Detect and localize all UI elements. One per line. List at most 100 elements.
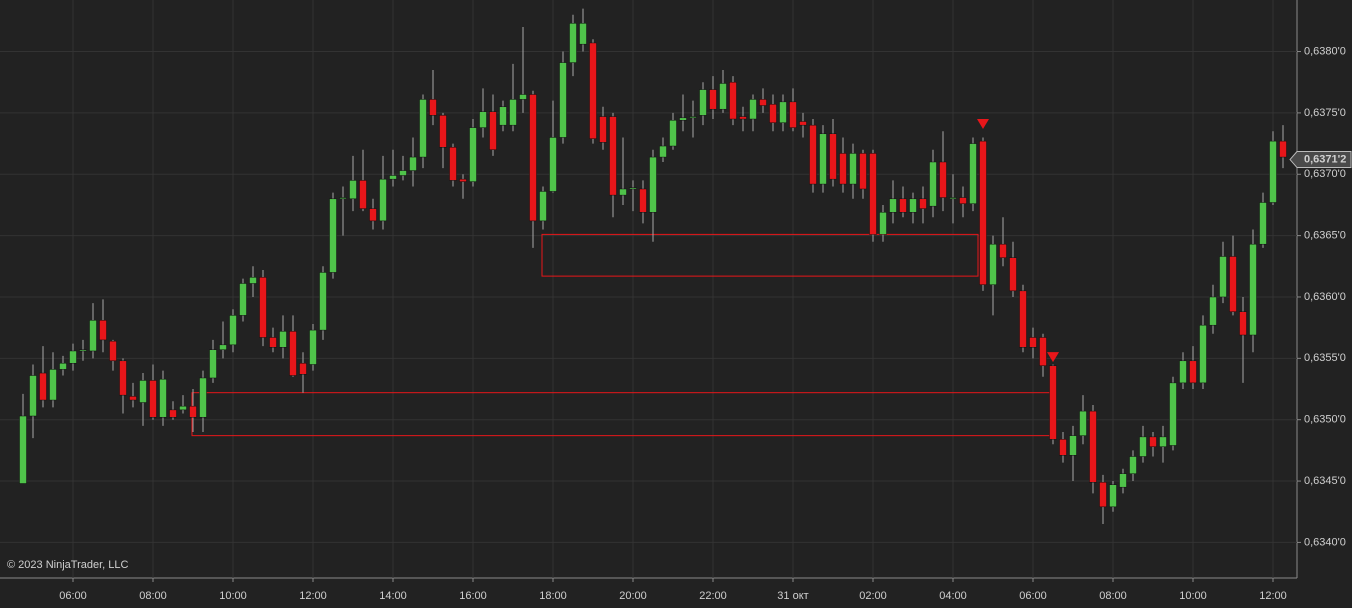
candle-body	[709, 89, 717, 110]
candle-body	[1099, 482, 1107, 508]
candle-body	[289, 331, 297, 376]
x-tick-label: 22:00	[699, 590, 727, 602]
candle-body	[169, 409, 177, 418]
candle-body	[539, 191, 547, 222]
candle-body	[1219, 256, 1227, 298]
y-tick-label: 0,6370'0	[1304, 168, 1346, 180]
candle-body	[609, 116, 617, 196]
candle-body	[579, 23, 587, 45]
candle-body	[499, 106, 507, 126]
candle-body	[589, 42, 597, 139]
y-tick-label: 0,6345'0	[1304, 475, 1346, 487]
candle-body	[689, 116, 697, 119]
candle-body	[869, 153, 877, 235]
x-tick-label: 16:00	[459, 590, 487, 602]
x-tick-label: 06:00	[1019, 590, 1047, 602]
candle-body	[959, 197, 967, 204]
candle-body	[1029, 337, 1037, 348]
candle-body	[719, 83, 727, 110]
candle-body	[199, 377, 207, 418]
candle-body	[389, 175, 397, 180]
candle-body	[509, 99, 517, 126]
y-tick-label: 0,6340'0	[1304, 536, 1346, 548]
candle-body	[549, 137, 557, 192]
x-tick-label: 12:00	[1259, 590, 1287, 602]
candle-body	[49, 369, 57, 401]
candle-body	[1169, 382, 1177, 446]
candle-body	[369, 208, 377, 222]
candle-body	[829, 133, 837, 180]
candle-body	[699, 89, 707, 116]
candle-body	[599, 116, 607, 143]
candle-body	[809, 124, 817, 185]
candle-body	[919, 198, 927, 209]
candle-body	[899, 198, 907, 213]
candle-body	[879, 212, 887, 235]
candle-body	[979, 140, 987, 285]
candle-body	[889, 198, 897, 213]
candle-body	[279, 331, 287, 348]
candle-body	[259, 277, 267, 338]
last-price-label: 0,6371'2	[1304, 153, 1346, 165]
candle-body	[439, 115, 447, 148]
zone	[541, 233, 979, 277]
candle-body	[1259, 202, 1267, 245]
candle-body	[569, 23, 577, 63]
candle-body	[1019, 290, 1027, 348]
candle-body	[429, 99, 437, 116]
candle-body	[129, 396, 137, 401]
candle-body	[39, 372, 47, 401]
watermark: © 2023 NinjaTrader, LLC	[7, 559, 128, 571]
candle-body	[639, 188, 647, 213]
candle-body	[1109, 484, 1117, 508]
candle-body	[949, 197, 957, 200]
candle-body	[149, 380, 157, 418]
candle-body	[849, 153, 857, 185]
candle-body	[1209, 296, 1217, 326]
candle-body	[779, 101, 787, 123]
x-tick-label: 18:00	[539, 590, 567, 602]
candle-body	[99, 320, 107, 341]
candle-body	[19, 415, 27, 484]
candle-body	[1159, 436, 1167, 447]
candle-body	[79, 349, 87, 352]
candle-body	[119, 360, 127, 396]
candle-body	[349, 180, 357, 200]
candle-body	[139, 380, 147, 403]
last-price-tag	[1289, 151, 1352, 169]
signal-marker	[977, 118, 989, 129]
candle-body	[299, 362, 307, 375]
candle-body	[109, 340, 117, 362]
candle-body	[409, 156, 417, 171]
candle-body	[1149, 436, 1157, 447]
candle-body	[1069, 435, 1077, 456]
y-tick-label: 0,6355'0	[1304, 352, 1346, 364]
candle-body	[339, 197, 347, 200]
candle-body	[489, 111, 497, 150]
candle-body	[319, 272, 327, 331]
candle-body	[1229, 256, 1237, 312]
candle-body	[29, 375, 37, 417]
x-tick-label: 10:00	[1179, 590, 1207, 602]
candle-body	[669, 120, 677, 147]
candle-body	[619, 188, 627, 196]
candle-body	[989, 243, 997, 285]
candle-body	[69, 350, 77, 364]
y-tick-label: 0,6380'0	[1304, 45, 1346, 57]
candle-body	[649, 156, 657, 213]
candle-body	[739, 116, 747, 120]
candle-body	[759, 99, 767, 106]
candle-body	[449, 147, 457, 181]
candle-body	[859, 153, 867, 190]
candle-body	[469, 127, 477, 182]
candle-body	[399, 170, 407, 176]
candle-body	[329, 198, 337, 273]
candle-body	[219, 344, 227, 350]
candle-body	[519, 94, 527, 100]
candle-body	[459, 178, 467, 182]
candle-body	[239, 283, 247, 316]
candle-body	[819, 133, 827, 185]
candle-body	[559, 62, 567, 138]
candle-body	[1129, 456, 1137, 474]
